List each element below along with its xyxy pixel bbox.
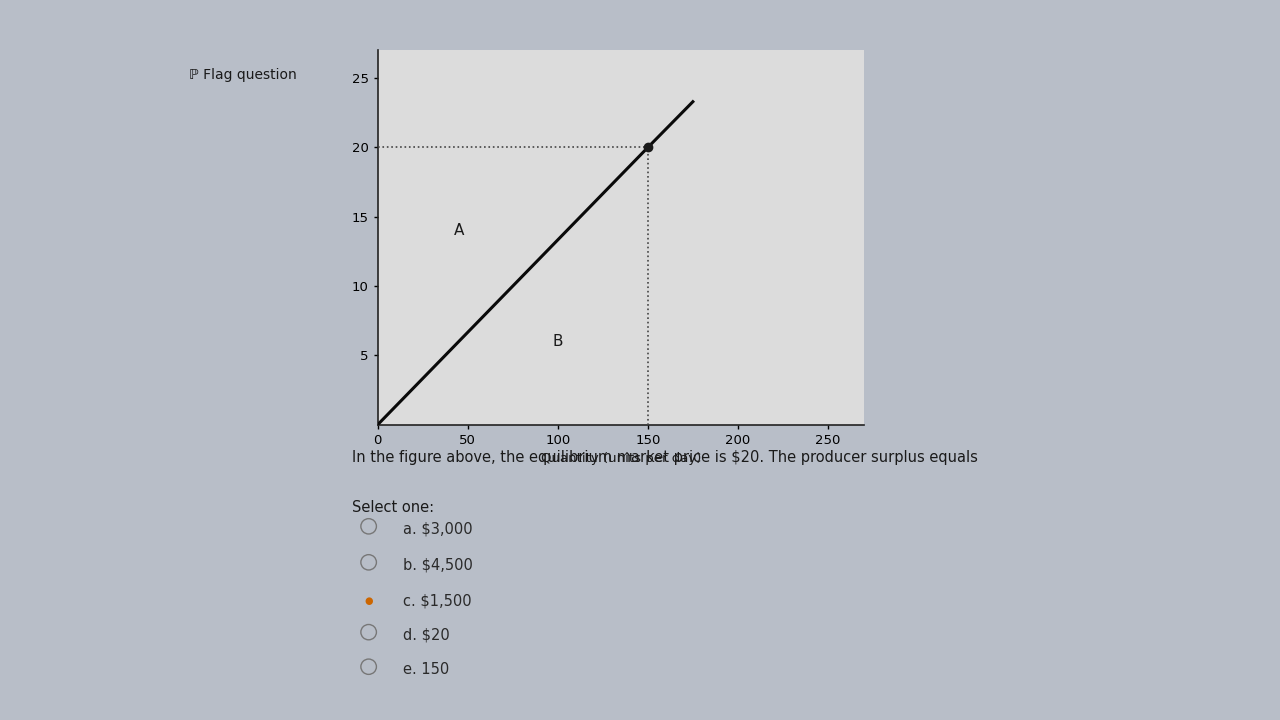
Text: e. 150: e. 150 bbox=[403, 662, 449, 677]
Text: c. $1,500: c. $1,500 bbox=[403, 594, 472, 608]
Text: ℙ Flag question: ℙ Flag question bbox=[189, 68, 297, 82]
Text: b. $4,500: b. $4,500 bbox=[403, 558, 474, 572]
Text: A: A bbox=[453, 223, 463, 238]
Text: d. $20: d. $20 bbox=[403, 628, 451, 642]
Text: ●: ● bbox=[365, 596, 372, 606]
Text: In the figure above, the equilibrium market price is $20. The producer surplus e: In the figure above, the equilibrium mar… bbox=[352, 450, 978, 465]
X-axis label: Quantity (units per day): Quantity (units per day) bbox=[540, 452, 701, 465]
Text: Select one:: Select one: bbox=[352, 500, 434, 516]
Text: B: B bbox=[553, 334, 563, 349]
Text: a. $3,000: a. $3,000 bbox=[403, 522, 472, 536]
